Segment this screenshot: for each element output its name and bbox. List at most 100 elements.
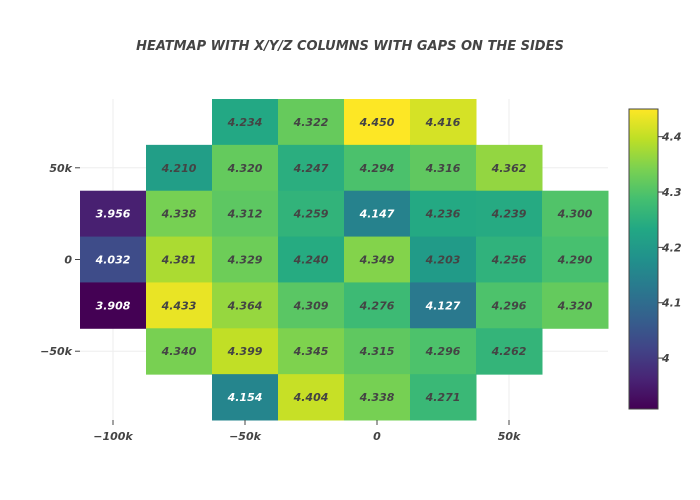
x-tick-label: −100k <box>93 430 133 443</box>
cell-label: 3.956 <box>96 208 131 221</box>
colorbar: 4 4.1 4.2 4.3 4.4 <box>628 108 682 410</box>
cell-label: 4.127 <box>425 299 461 312</box>
cell-label: 4.290 <box>557 254 593 267</box>
heatmap-cell <box>344 328 411 375</box>
colorbar-tick-label: 4.2 <box>661 241 682 254</box>
heatmap-cell <box>212 328 279 375</box>
cell-label: 4.309 <box>293 299 329 312</box>
chart-title: HEATMAP WITH X/Y/Z COLUMNS WITH GAPS ON … <box>136 39 564 54</box>
heatmap-cell <box>344 374 411 421</box>
heatmap-cell <box>212 190 279 238</box>
cell-label: 4.349 <box>359 254 395 267</box>
cell-label: 4.300 <box>557 208 593 221</box>
heatmap-cell <box>212 374 279 421</box>
x-axis: −100k −50k 0 50k <box>93 420 521 443</box>
cell-labels: 4.234 4.322 4.450 4.416 4.210 4.320 4.247 4.294… <box>95 116 593 404</box>
heatmap-cell <box>212 144 279 192</box>
cell-label: 4.236 <box>425 208 461 221</box>
cell-label: 4.340 <box>161 345 197 358</box>
colorbar-tick-label: 4.3 <box>661 186 682 199</box>
cell-label: 4.362 <box>491 162 527 175</box>
cell-label: 4.416 <box>425 116 461 129</box>
cell-label: 4.032 <box>95 254 131 267</box>
cell-label: 4.210 <box>161 162 197 175</box>
colorbar-tick-label: 4.4 <box>661 131 682 144</box>
cell-label: 4.203 <box>425 254 461 267</box>
cell-label: 4.296 <box>425 345 461 358</box>
cell-label: 4.239 <box>491 208 527 221</box>
cell-label: 4.345 <box>293 345 329 358</box>
cell-label: 4.433 <box>161 299 197 312</box>
cell-label: 4.404 <box>293 391 329 404</box>
heatmap-cell <box>410 190 477 238</box>
heatmap-cell <box>542 282 609 329</box>
heatmap-cell <box>344 236 411 283</box>
cell-label: 4.399 <box>227 345 263 358</box>
cell-label: 4.320 <box>557 299 593 312</box>
cell-label: 4.316 <box>425 162 461 175</box>
heatmap-cell <box>146 282 213 329</box>
cell-label: 4.240 <box>293 254 329 267</box>
x-tick-label: 0 <box>373 430 381 443</box>
cell-label: 4.381 <box>161 254 197 267</box>
heatmap-cell <box>278 144 345 192</box>
heatmap-cell <box>278 328 345 375</box>
heatmap-cell <box>344 282 411 329</box>
heatmap-cell <box>476 144 543 192</box>
heatmap-cell <box>80 236 147 283</box>
cell-label: 4.256 <box>491 254 527 267</box>
cell-label: 4.322 <box>293 116 329 129</box>
heatmap-cell <box>410 99 477 146</box>
heatmap-cell <box>146 236 213 283</box>
heatmap-cell <box>80 190 147 238</box>
cell-label: 4.147 <box>359 208 395 221</box>
heatmap-cell <box>410 328 477 375</box>
y-tick-label: −50k <box>40 345 73 358</box>
cell-label: 4.312 <box>227 208 263 221</box>
heatmap-cell <box>344 144 411 192</box>
cell-label: 4.262 <box>491 345 527 358</box>
cell-label: 4.320 <box>227 162 263 175</box>
heatmap-cell <box>212 282 279 329</box>
cell-label: 4.276 <box>359 299 395 312</box>
heatmap-cell <box>542 236 609 283</box>
y-axis: 50k 0 −50k <box>40 162 80 358</box>
heatmap-cell <box>410 144 477 192</box>
cell-label: 4.294 <box>359 162 395 175</box>
cell-label: 4.271 <box>425 391 461 404</box>
heatmap-cell <box>476 236 543 283</box>
heatmap-cell <box>278 99 345 146</box>
heatmap-cell <box>212 99 279 146</box>
colorbar-gradient <box>628 108 659 410</box>
heatmap-cell <box>146 328 213 375</box>
heatmap-cell <box>410 282 477 329</box>
heatmap-cell <box>476 190 543 238</box>
heatmap-cell <box>410 374 477 421</box>
cell-label: 4.338 <box>161 208 197 221</box>
cell-label: 4.329 <box>227 254 263 267</box>
heatmap-cell <box>212 236 279 283</box>
x-tick-label: −50k <box>229 430 262 443</box>
y-tick-label: 50k <box>49 162 72 175</box>
cell-label: 4.234 <box>227 116 263 129</box>
heatmap-cell <box>278 236 345 283</box>
heatmap-cell <box>146 190 213 238</box>
colorbar-tick-label: 4.1 <box>661 297 682 310</box>
cell-label: 4.450 <box>359 116 395 129</box>
heatmap-cell <box>344 190 411 238</box>
heatmap-cell <box>476 282 543 329</box>
heatmap-cell <box>278 282 345 329</box>
cell-label: 4.247 <box>293 162 329 175</box>
cell-label: 4.259 <box>293 208 329 221</box>
heatmap-cell <box>278 190 345 238</box>
colorbar-tick-label: 4 <box>661 352 670 365</box>
cell-label: 4.296 <box>491 299 527 312</box>
cell-label: 4.338 <box>359 391 395 404</box>
cell-label: 4.315 <box>359 345 395 358</box>
cell-label: 3.908 <box>96 299 131 312</box>
cell-label: 4.154 <box>227 391 263 404</box>
heatmap-cell <box>410 236 477 283</box>
heatmap-cells <box>80 99 609 421</box>
heatmap-cell <box>278 374 345 421</box>
